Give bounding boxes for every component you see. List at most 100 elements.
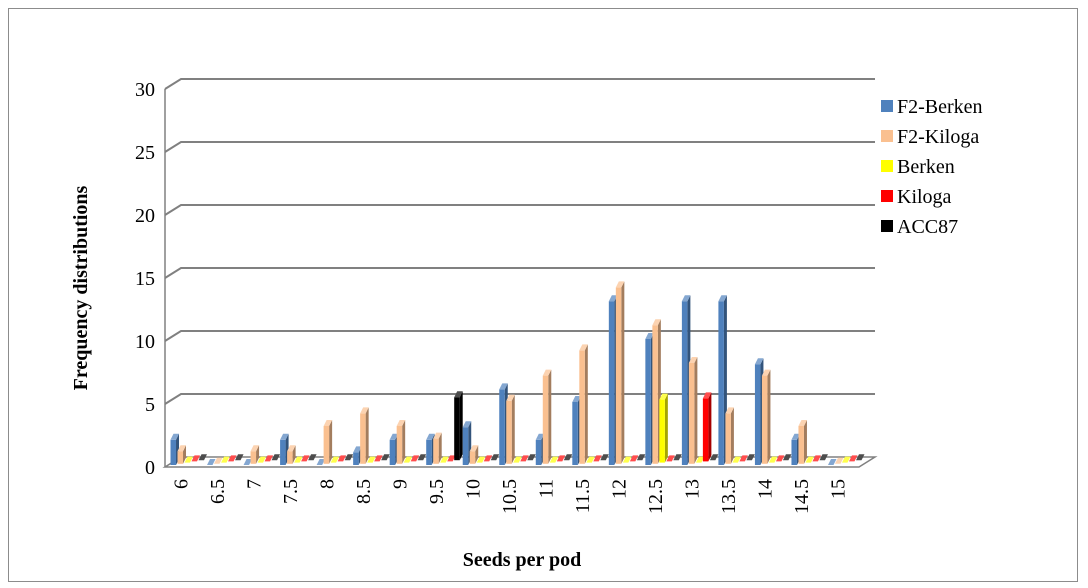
- y-tick-label: 5: [145, 394, 155, 416]
- bar-front: [389, 439, 396, 465]
- bar-front: [462, 427, 469, 465]
- bar-side: [402, 420, 406, 464]
- bar-top: [798, 420, 807, 426]
- bar-front: [469, 451, 476, 464]
- bar-front: [433, 438, 439, 464]
- bar: [243, 459, 253, 465]
- chart-svg: 0 5 10 15 20 25 30 6 6.5 7 7.5 8 8.5 9 9.5 10 10.5 11 11.…: [70, 78, 983, 571]
- bar-front: [659, 399, 665, 463]
- bar: [702, 392, 712, 462]
- bar: [527, 454, 536, 461]
- bar: [191, 455, 201, 462]
- bar-top: [848, 455, 858, 462]
- bar-top: [855, 454, 865, 461]
- bar: [556, 455, 566, 462]
- bar-top: [718, 295, 727, 302]
- y-tick-label: 0: [145, 457, 155, 479]
- bar-top: [535, 433, 545, 440]
- x-tick-label: 8.5: [353, 479, 375, 504]
- bar: [221, 456, 230, 463]
- bar-top: [454, 391, 463, 398]
- x-axis-title: Seeds per pod: [463, 549, 582, 571]
- bar: [360, 407, 369, 464]
- bar: [257, 456, 267, 463]
- legend-swatch: [881, 130, 893, 142]
- bar: [812, 455, 821, 462]
- bar: [739, 455, 748, 462]
- gridline: [164, 141, 875, 153]
- bar-top: [235, 454, 244, 461]
- bar: [841, 456, 851, 463]
- bar: [513, 456, 522, 463]
- x-tick-label: 10.5: [499, 479, 521, 514]
- bar-top: [549, 456, 559, 463]
- bar-top: [476, 456, 486, 463]
- bar-side: [548, 369, 552, 464]
- x-tick-label: 6: [170, 479, 192, 489]
- bar-top: [184, 456, 194, 463]
- bar-top: [367, 456, 376, 463]
- bar-front: [572, 402, 578, 465]
- bar-top: [732, 456, 741, 463]
- bar-top: [198, 454, 208, 461]
- bar: [659, 393, 668, 463]
- bar-side: [730, 407, 734, 464]
- y-axis-ticks: 0 5 10 15 20 25 30: [135, 79, 155, 479]
- bar-top: [746, 454, 755, 461]
- bar-top: [579, 344, 588, 351]
- bar-top: [287, 445, 296, 452]
- x-tick-label: 9.5: [426, 479, 448, 504]
- bar-front: [499, 389, 505, 465]
- bar-top: [572, 396, 581, 402]
- bar: [563, 454, 573, 461]
- bar-top: [323, 420, 333, 426]
- bar-side: [475, 445, 479, 464]
- legend: F2-Berken F2-Kiloga Berken Kiloga ACC87: [881, 96, 983, 238]
- bar-top: [344, 454, 354, 461]
- bar: [367, 456, 376, 463]
- x-tick-label: 15: [828, 479, 850, 499]
- bar: [330, 456, 340, 463]
- bar: [417, 454, 427, 461]
- bar-top: [403, 456, 413, 463]
- bar: [615, 281, 625, 464]
- bar: [440, 456, 449, 463]
- bar: [447, 455, 456, 462]
- bar-top: [337, 455, 347, 462]
- bar-top: [563, 454, 573, 461]
- bar: [593, 455, 602, 462]
- bar-side: [584, 344, 588, 464]
- bar: [542, 369, 552, 464]
- legend-swatch: [881, 100, 893, 112]
- legend-swatch: [881, 160, 893, 172]
- bar-top: [520, 455, 529, 462]
- bar-front: [426, 439, 432, 465]
- bar-front: [645, 339, 651, 465]
- x-tick-label: 13.5: [718, 479, 740, 514]
- bar-top: [440, 456, 449, 463]
- bar: [177, 445, 187, 464]
- y-tick-label: 10: [135, 331, 155, 353]
- y-tick-label: 30: [135, 79, 155, 101]
- bar-side: [708, 392, 712, 462]
- bar: [827, 459, 837, 465]
- bar-top: [622, 456, 632, 463]
- x-tick-label: 13: [682, 479, 704, 499]
- bar: [629, 455, 639, 462]
- bar-front: [287, 451, 293, 464]
- gridline: [164, 330, 875, 342]
- bar-top: [257, 456, 267, 463]
- bar-top: [659, 393, 668, 400]
- bar-top: [308, 454, 317, 461]
- bar: [381, 454, 390, 461]
- bar: [264, 455, 274, 462]
- bar-top: [827, 459, 837, 465]
- bar-top: [688, 357, 698, 363]
- bar: [301, 455, 310, 462]
- bar-side: [511, 394, 515, 464]
- bar: [775, 455, 785, 462]
- bar-front: [725, 413, 731, 464]
- bar-front: [615, 287, 622, 464]
- x-tick-label: 7.5: [280, 479, 302, 504]
- bar: [732, 456, 741, 463]
